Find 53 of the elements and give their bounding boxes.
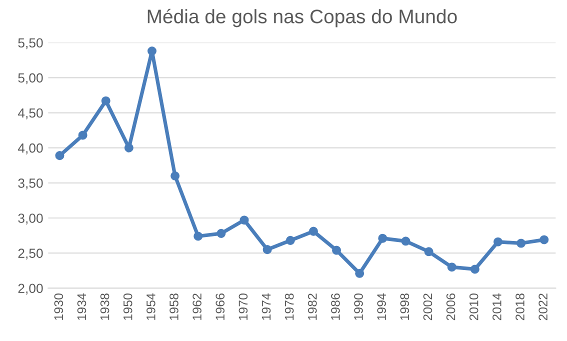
point bbox=[55, 151, 64, 160]
point bbox=[286, 236, 295, 245]
x-tick-label: 1978 bbox=[284, 294, 294, 320]
point bbox=[401, 236, 410, 246]
point bbox=[240, 216, 249, 225]
point bbox=[378, 234, 388, 243]
y-tick-label: 4,00 bbox=[18, 143, 43, 154]
point bbox=[308, 226, 318, 236]
point bbox=[216, 228, 226, 238]
x-tick-label: 1938 bbox=[100, 294, 110, 320]
x-tick-label: 1950 bbox=[123, 293, 132, 320]
y-tick-label: 3,00 bbox=[18, 214, 43, 224]
point bbox=[516, 238, 526, 248]
x-tick-label: 2002 bbox=[423, 294, 432, 320]
x-tick-label: 1930 bbox=[54, 293, 64, 320]
point bbox=[470, 264, 480, 274]
y-tick-label: 5,50 bbox=[18, 38, 43, 50]
point bbox=[101, 96, 110, 106]
point bbox=[355, 268, 364, 278]
x-tick-label: 1934 bbox=[77, 293, 86, 320]
x-tick-label: 1986 bbox=[331, 294, 340, 320]
x-tick-label: 1966 bbox=[216, 294, 225, 320]
point bbox=[124, 143, 134, 152]
x-tick-label: 1962 bbox=[192, 294, 202, 320]
y-tick-label: 2,50 bbox=[18, 248, 43, 260]
x-tick-label: 1974 bbox=[262, 293, 271, 320]
point bbox=[262, 245, 272, 254]
point bbox=[493, 237, 503, 246]
point bbox=[78, 130, 88, 140]
point bbox=[540, 235, 549, 244]
x-tick-label: 2018 bbox=[516, 294, 524, 320]
x-tick-label: 1982 bbox=[308, 294, 317, 320]
point bbox=[194, 232, 203, 241]
y-tick-label: 5,00 bbox=[18, 73, 43, 84]
x-tick-label: 1958 bbox=[170, 294, 178, 320]
point bbox=[332, 246, 342, 255]
x-tick-label: 1990 bbox=[354, 293, 363, 320]
x-tick-label: 1970 bbox=[238, 293, 248, 320]
x-tick-label: 1994 bbox=[377, 293, 386, 320]
x-tick-label: 1998 bbox=[400, 294, 410, 320]
y-tick-label: 4,50 bbox=[18, 108, 43, 120]
x-tick-label: 2010 bbox=[469, 293, 478, 320]
point bbox=[147, 46, 157, 56]
point bbox=[447, 262, 456, 272]
x-tick-label: 2022 bbox=[538, 294, 548, 320]
y-tick-label: 3,50 bbox=[18, 178, 43, 190]
y-tick-label: 2,00 bbox=[18, 284, 43, 295]
x-tick-label: 2014 bbox=[492, 293, 502, 320]
point bbox=[424, 247, 434, 256]
x-tick-label: 1954 bbox=[146, 293, 156, 320]
chart-title: Média de gols nas Copas do Mundo bbox=[148, 8, 457, 28]
point bbox=[170, 171, 180, 180]
x-tick-label: 2006 bbox=[446, 294, 456, 320]
